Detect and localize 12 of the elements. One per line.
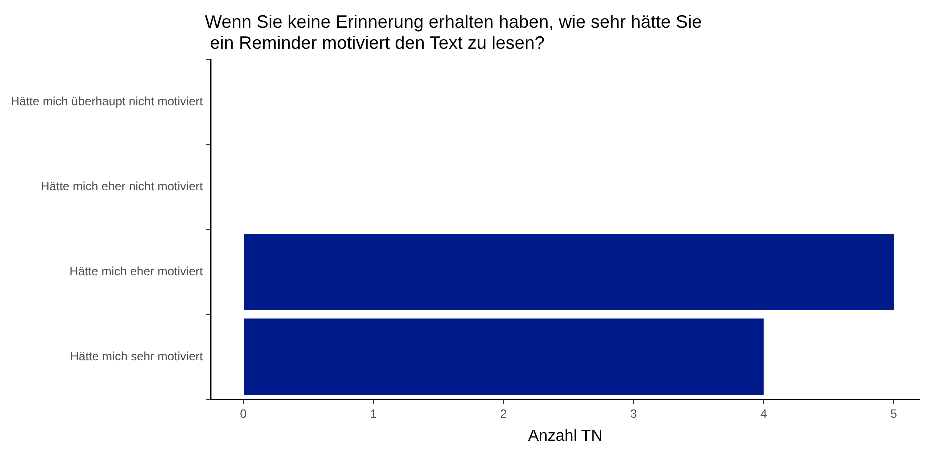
x-tick-label: 3 [630, 406, 638, 421]
y-tick-label: Hätte mich eher nicht motiviert [41, 180, 204, 194]
y-tick-label: Hätte mich überhaupt nicht motiviert [10, 94, 204, 109]
x-tick-label: 5 [890, 406, 898, 421]
x-tick-label: 1 [370, 406, 378, 421]
x-tick-label: 4 [760, 406, 768, 421]
y-tick-label: Hätte mich sehr motiviert [70, 349, 204, 364]
x-axis-title: Anzahl TN [528, 428, 603, 445]
x-tick-label: 0 [240, 406, 248, 421]
x-tick-label: 2 [500, 406, 508, 421]
chart-title: Wenn Sie keine Erinnerung erhalten haben, wie sehr hätte Sie ein Reminder motiviert den Text zu lesen? [205, 12, 702, 53]
y-tick-label: Hätte mich eher motiviert [70, 264, 204, 278]
